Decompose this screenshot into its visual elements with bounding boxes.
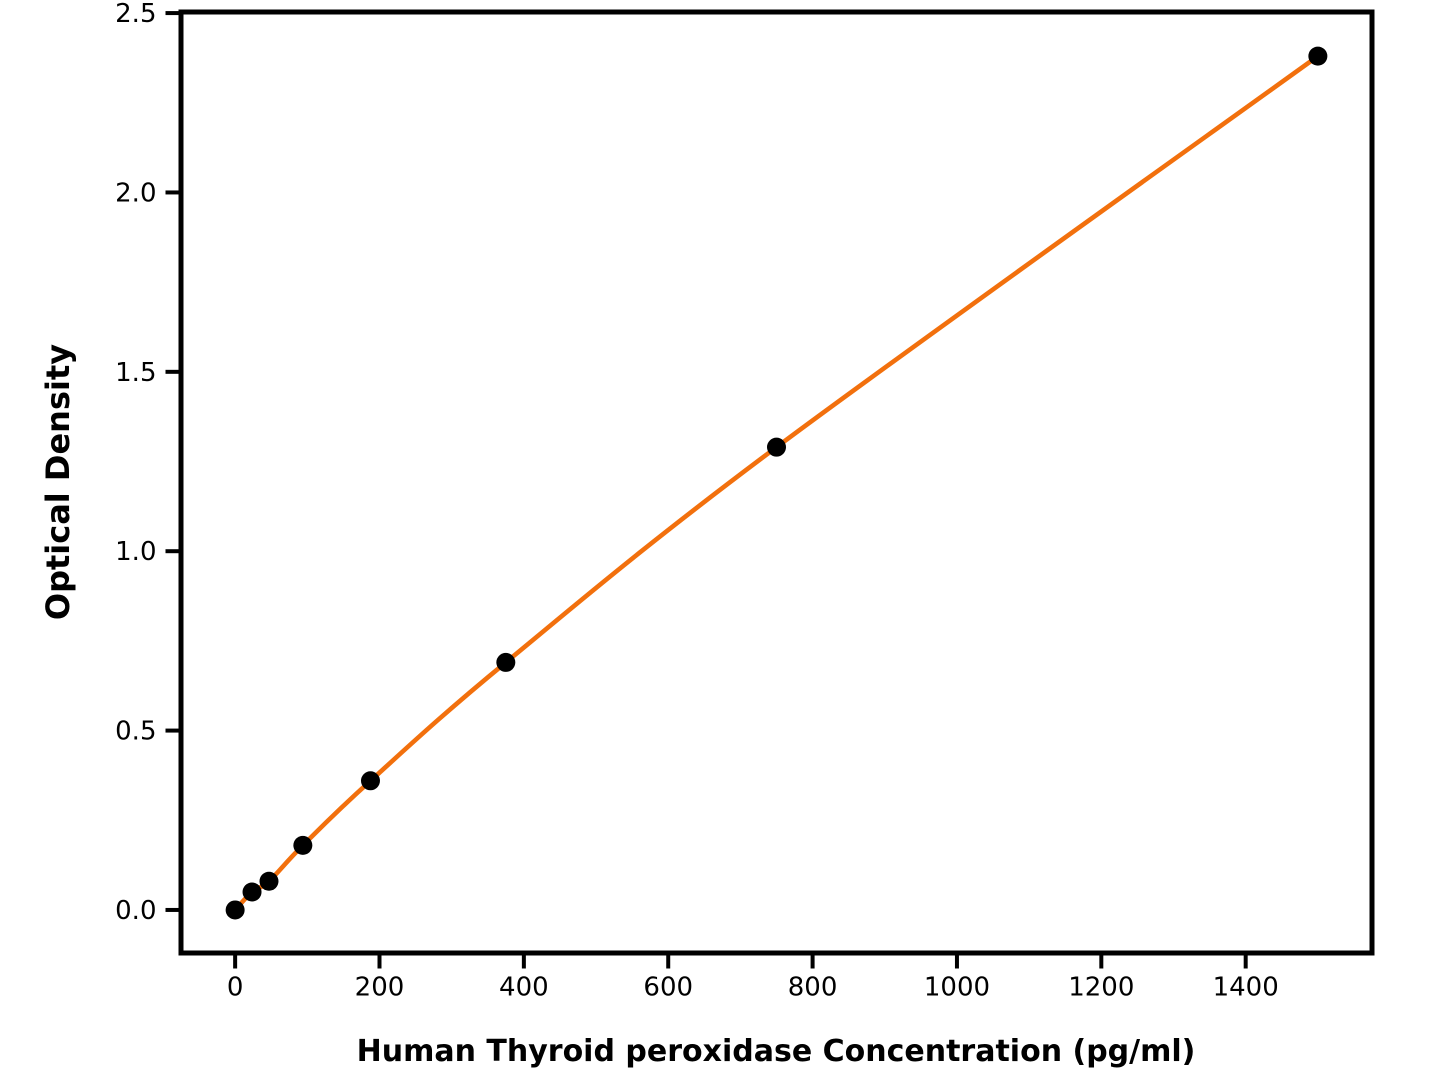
- y-tick-label: 2.5: [115, 0, 156, 29]
- x-tick-label: 1200: [1068, 973, 1134, 1003]
- y-axis-title: Optical Density: [39, 343, 77, 621]
- y-tick-label: 1.5: [115, 358, 156, 388]
- x-tick-label: 1000: [924, 973, 990, 1003]
- x-tick-label: 400: [499, 973, 549, 1003]
- x-tick-label: 0: [227, 973, 244, 1003]
- data-point: [360, 771, 380, 791]
- y-tick-label: 2.0: [115, 178, 156, 208]
- data-point: [767, 437, 786, 457]
- y-tick-label: 1.0: [115, 537, 156, 567]
- x-tick-label: 1400: [1213, 973, 1279, 1003]
- data-point: [242, 882, 262, 902]
- y-tick-label: 0.0: [115, 896, 156, 926]
- axis-spines: [178, 9, 1375, 956]
- x-tick-label: 200: [355, 973, 405, 1003]
- data-point: [293, 835, 313, 855]
- x-axis-title: Human Thyroid peroxidase Concentration (…: [356, 1034, 1196, 1069]
- y-tick-label: 0.5: [115, 717, 156, 747]
- x-tick-label: 600: [643, 973, 693, 1003]
- data-point: [1308, 46, 1328, 66]
- data-point: [496, 652, 516, 672]
- x-tick-label: 800: [788, 973, 838, 1003]
- data-point: [225, 900, 245, 920]
- data-point: [259, 871, 279, 891]
- standard-curve-line: [232, 53, 1321, 913]
